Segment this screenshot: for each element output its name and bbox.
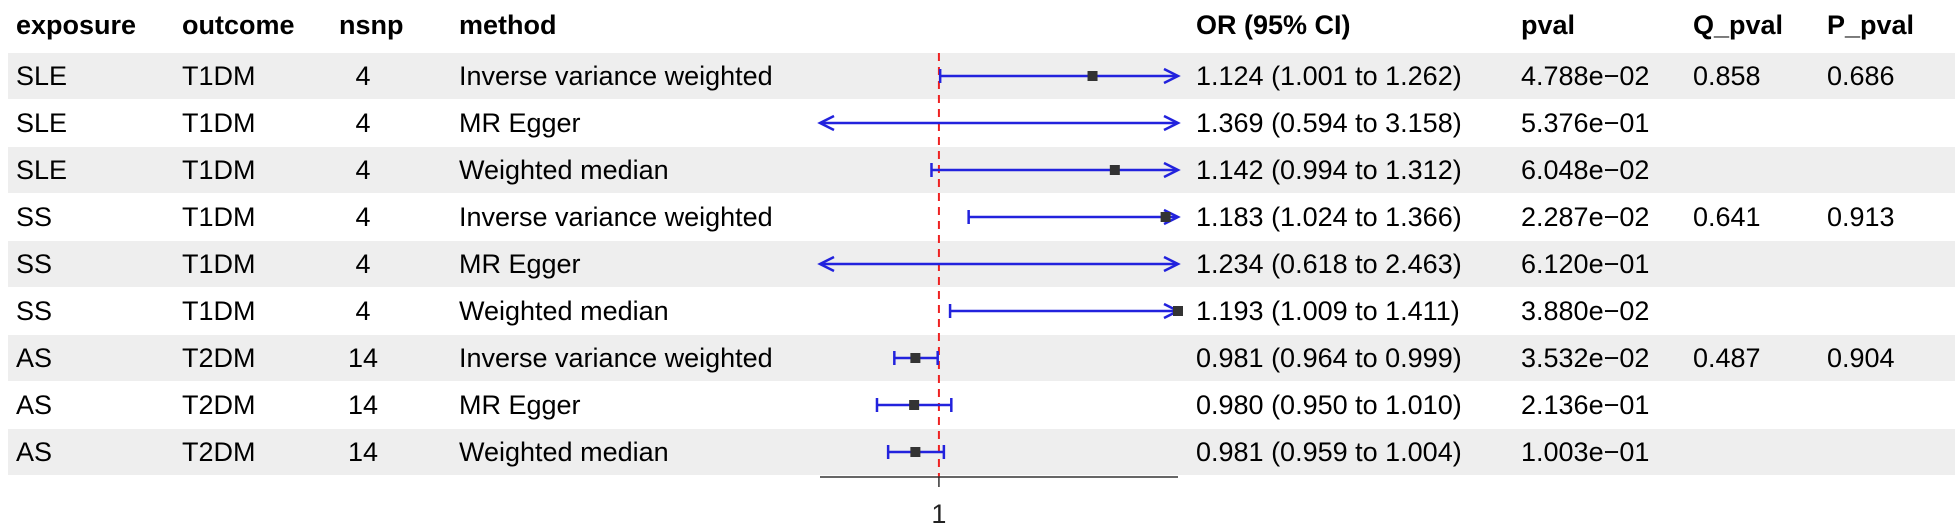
cell-or-ci: 1.369 (0.594 to 3.158) [1196,108,1462,138]
cell-q-pval: 0.487 [1693,343,1761,373]
cell-outcome: T1DM [182,108,256,138]
table-row: SLE T1DM 4 MR Egger 1.369 (0.594 to 3.15… [8,100,1955,146]
cell-method: Weighted median [459,155,669,185]
table-row: AS T2DM 14 Weighted median 0.981 (0.959 … [8,429,1955,475]
header-method: method [459,10,557,40]
cell-q-pval: 0.858 [1693,61,1761,91]
cell-nsnp: 14 [347,437,379,467]
cell-nsnp: 4 [355,108,371,138]
cell-nsnp: 4 [355,202,371,232]
header-p-pval: P_pval [1827,10,1915,40]
ci-arrow-left [817,114,835,132]
point-estimate [909,400,920,410]
point-estimate [1173,306,1183,316]
cell-outcome: T1DM [182,249,256,279]
cell-or-ci: 0.981 (0.959 to 1.004) [1196,437,1462,467]
ci-arrow-right [1163,255,1181,273]
cell-or-ci: 1.124 (1.001 to 1.262) [1196,61,1462,91]
cell-nsnp: 4 [355,61,371,91]
cell-exposure: SLE [16,108,68,138]
cell-outcome: T1DM [182,61,256,91]
cell-outcome: T1DM [182,296,256,326]
cell-method: Inverse variance weighted [459,61,773,91]
cell-pval: 3.532e−02 [1521,343,1650,373]
cell-pval: 2.136e−01 [1521,390,1650,420]
x-axis-tick-label: 1 [931,499,946,529]
cell-nsnp: 4 [355,296,371,326]
cell-exposure: SS [16,296,53,326]
ci-arrow-left [817,255,835,273]
point-estimate [1087,71,1098,81]
cell-outcome: T1DM [182,155,256,185]
point-estimate [910,447,921,457]
cell-nsnp: 4 [355,249,371,279]
cell-pval: 6.048e−02 [1521,155,1650,185]
point-estimate [910,353,921,363]
cell-pval: 6.120e−01 [1521,249,1650,279]
ci-arrow-right [1163,67,1181,85]
header-outcome: outcome [182,10,295,40]
header-or-ci: OR (95% CI) [1196,10,1351,40]
cell-exposure: SLE [16,155,68,185]
cell-pval: 5.376e−01 [1521,108,1650,138]
table-row: AS T2DM 14 Inverse variance weighted 0.9… [8,335,1955,381]
cell-method: Weighted median [459,296,669,326]
ci-arrow-right [1163,114,1181,132]
table-row: SS T1DM 4 Inverse variance weighted 1.18… [8,194,1955,240]
cell-p-pval: 0.904 [1827,343,1895,373]
cell-p-pval: 0.686 [1827,61,1895,91]
table-row: SLE T1DM 4 Inverse variance weighted 1.1… [8,53,1955,99]
cell-outcome: T2DM [182,390,256,420]
point-estimate [1160,212,1171,222]
cell-outcome: T2DM [182,437,256,467]
header-exposure: exposure [16,10,137,40]
cell-pval: 2.287e−02 [1521,202,1650,232]
cell-or-ci: 0.980 (0.950 to 1.010) [1196,390,1462,420]
cell-method: MR Egger [459,108,581,138]
cell-method: Inverse variance weighted [459,343,773,373]
cell-p-pval: 0.913 [1827,202,1895,232]
header-nsnp: nsnp [339,10,404,40]
cell-or-ci: 0.981 (0.964 to 0.999) [1196,343,1462,373]
cell-method: Inverse variance weighted [459,202,773,232]
cell-or-ci: 1.234 (0.618 to 2.463) [1196,249,1462,279]
cell-method: MR Egger [459,249,581,279]
table-row: SLE T1DM 4 Weighted median 1.142 (0.994 … [8,147,1955,193]
cell-exposure: SLE [16,61,68,91]
cell-nsnp: 14 [347,343,379,373]
cell-method: Weighted median [459,437,669,467]
table-row: AS T2DM 14 MR Egger 0.980 (0.950 to 1.01… [8,382,1955,428]
header-q-pval: Q_pval [1693,10,1784,40]
cell-nsnp: 14 [347,390,379,420]
table-row: SS T1DM 4 Weighted median 1.193 (1.009 t… [8,288,1955,334]
header-pval: pval [1521,10,1576,40]
cell-exposure: SS [16,249,53,279]
ci-arrow-right [1163,161,1181,179]
table-row: SS T1DM 4 MR Egger 1.234 (0.618 to 2.463… [8,241,1955,287]
cell-method: MR Egger [459,390,581,420]
point-estimate [1109,165,1120,175]
cell-exposure: AS [16,390,53,420]
cell-exposure: AS [16,343,53,373]
cell-pval: 4.788e−02 [1521,61,1650,91]
cell-exposure: AS [16,437,53,467]
cell-or-ci: 1.183 (1.024 to 1.366) [1196,202,1462,232]
cell-or-ci: 1.142 (0.994 to 1.312) [1196,155,1462,185]
cell-pval: 3.880e−02 [1521,296,1650,326]
cell-pval: 1.003e−01 [1521,437,1650,467]
cell-q-pval: 0.641 [1693,202,1761,232]
cell-nsnp: 4 [355,155,371,185]
cell-or-ci: 1.193 (1.009 to 1.411) [1196,296,1460,326]
cell-outcome: T1DM [182,202,256,232]
cell-exposure: SS [16,202,53,232]
cell-outcome: T2DM [182,343,256,373]
